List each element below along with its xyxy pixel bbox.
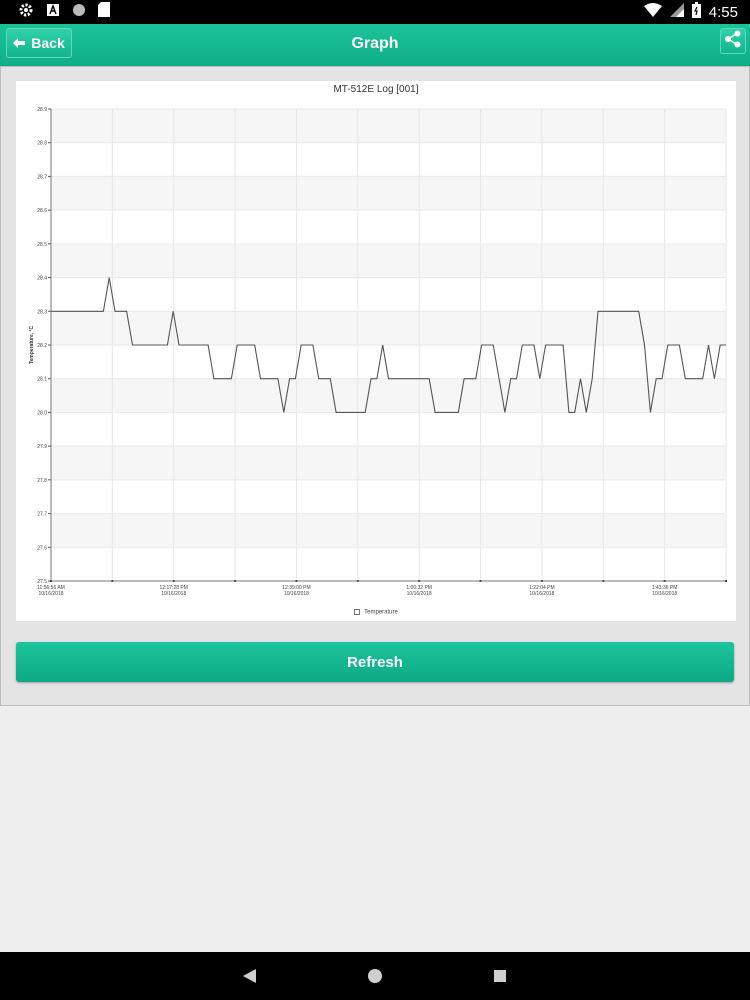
nav-home-icon[interactable] (368, 969, 382, 983)
legend-swatch (354, 609, 361, 615)
y-tick-label: 28.8 (37, 141, 47, 147)
x-tick-label-date: 10/16/2018 (38, 591, 63, 597)
y-tick-label: 27.6 (37, 545, 47, 551)
y-tick-label: 28.4 (37, 276, 47, 282)
grid-band (51, 479, 726, 514)
chart-legend: Temperature (16, 609, 736, 616)
back-button-label: Back (31, 35, 65, 51)
back-button[interactable]: Back (6, 28, 72, 58)
grid-band (51, 547, 726, 581)
battery-icon (691, 1, 701, 23)
y-tick-label: 27.8 (37, 478, 47, 484)
x-tick-label-time: 12:39:00 PM (282, 585, 310, 591)
signal-icon (669, 2, 684, 22)
nav-recent-apps-icon[interactable] (494, 970, 506, 982)
grid-band (51, 345, 726, 379)
content-panel: MT-512E Log [001] 27.5 27.6 27.7 27.8 27.9 28… (0, 66, 750, 706)
chart-title: MT-512E Log [001] (333, 84, 419, 95)
x-tick-label-time: 11:56:56 AM (37, 585, 65, 591)
x-tick-label-date: 10/16/2018 (529, 591, 554, 597)
clock-time: 4:55 (708, 3, 738, 21)
refresh-button[interactable]: Refresh (16, 642, 734, 682)
grid-band (51, 311, 726, 345)
x-tick-label-date: 10/16/2018 (652, 591, 677, 597)
grid-band (51, 513, 726, 548)
grid-band (51, 142, 726, 177)
navigation-bar (0, 952, 750, 1000)
share-icon (724, 30, 742, 53)
grid-band (51, 378, 726, 413)
temperature-chart[interactable]: MT-512E Log [001] 27.5 27.6 27.7 27.8 27.9 28… (16, 81, 736, 621)
y-tick-label: 28.0 (37, 410, 47, 416)
x-tick-label-time: 12:17:28 PM (160, 585, 188, 591)
y-tick-label: 28.2 (37, 343, 47, 349)
settings-gear-icon (18, 2, 34, 23)
y-tick-label: 28.5 (37, 242, 47, 248)
circle-icon (72, 3, 86, 22)
grid-band (51, 210, 726, 244)
page-title: Graph (351, 35, 399, 52)
x-tick-label-date: 10/16/2018 (161, 591, 186, 597)
y-tick-label: 27.7 (37, 512, 47, 518)
app-toolbar: Graph Back (0, 24, 750, 66)
x-tick-label-date: 10/16/2018 (407, 591, 432, 597)
grid-band (51, 176, 726, 211)
back-arrow-icon (13, 35, 26, 51)
y-tick-label: 28.9 (37, 107, 47, 113)
font-a-icon (46, 3, 60, 22)
sd-card-icon (98, 2, 110, 22)
grid-band (51, 277, 726, 312)
x-tick-label-date: 10/16/2018 (284, 591, 309, 597)
x-tick-label-time: 1:43:36 PM (652, 585, 678, 591)
x-tick-label-time: 1:22:04 PM (529, 585, 555, 591)
y-axis-label: Temperature, °C (29, 325, 35, 364)
grid-band (51, 412, 726, 447)
grid-band (51, 109, 726, 143)
y-tick-label: 28.6 (37, 208, 47, 214)
y-tick-label: 27.9 (37, 444, 47, 450)
temperature-series-line (51, 277, 726, 413)
y-tick-label: 27.5 (37, 579, 47, 585)
share-button[interactable] (720, 28, 746, 54)
legend-label: Temperature (364, 609, 398, 616)
wifi-icon (643, 2, 662, 22)
chart-plot: 27.5 27.6 27.7 27.8 27.9 28.0 28.1 28.2 28.3 28.4… (29, 107, 727, 597)
y-tick-label: 28.7 (37, 174, 47, 180)
grid-band (51, 446, 726, 480)
y-tick-label: 28.1 (37, 377, 47, 383)
status-bar: 4:55 (0, 0, 750, 24)
x-tick-label-time: 1:00:32 PM (406, 585, 432, 591)
nav-back-icon[interactable] (243, 969, 257, 988)
y-tick-label: 28.3 (37, 309, 47, 315)
grid-band (51, 243, 726, 278)
